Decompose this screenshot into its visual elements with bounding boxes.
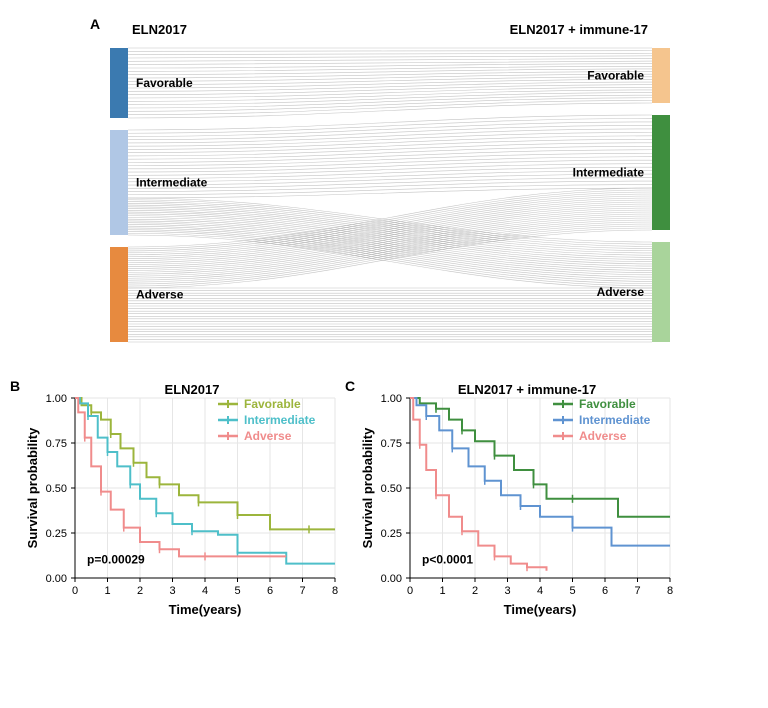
svg-text:1.00: 1.00 [381,393,402,405]
svg-text:0.50: 0.50 [46,483,67,495]
svg-text:0.25: 0.25 [381,528,402,540]
svg-text:0: 0 [72,585,78,597]
bottom-row: B 0123456780.000.250.500.751.00Time(year… [20,378,748,638]
svg-text:0: 0 [407,585,413,597]
km-plot-b: 0 1 2 3 4 5 6 7 8 0.00 0.25 0.50 0.75 1.00 Time(years)… [20,378,345,633]
km-plot-c: 0 1 2 3 4 5 6 7 8 0.00 0.25 0.50 0.75 1.00 Time(years)… [355,378,680,633]
svg-text:p=0.00029: p=0.00029 [87,553,145,567]
svg-text:8: 8 [332,585,338,597]
svg-text:Time(years): Time(years) [504,602,577,617]
svg-text:3: 3 [169,585,175,597]
svg-text:6: 6 [267,585,273,597]
svg-text:Survival probability: Survival probability [25,427,40,548]
svg-text:Time(years): Time(years) [169,602,242,617]
svg-text:Intermediate: Intermediate [573,166,645,180]
svg-text:Adverse: Adverse [136,288,184,302]
panel-a-label: A [90,16,100,32]
svg-text:ELN2017 + immune-17: ELN2017 + immune-17 [510,22,648,37]
svg-text:6: 6 [602,585,608,597]
svg-text:Adverse: Adverse [579,429,627,443]
svg-text:1: 1 [439,585,445,597]
svg-text:Intermediate: Intermediate [244,413,316,427]
svg-text:0.75: 0.75 [46,438,67,450]
panel-c-label: C [345,378,355,394]
svg-text:Survival probability: Survival probability [360,427,375,548]
svg-text:ELN2017: ELN2017 [165,382,220,397]
svg-text:0.00: 0.00 [46,573,67,585]
svg-text:1: 1 [104,585,110,597]
panel-b-label: B [10,378,20,394]
svg-text:2: 2 [137,585,143,597]
svg-text:7: 7 [299,585,305,597]
svg-text:0.00: 0.00 [381,573,402,585]
svg-text:Adverse: Adverse [597,285,645,299]
svg-text:8: 8 [667,585,673,597]
svg-text:p<0.0001: p<0.0001 [422,553,473,567]
svg-text:Intermediate: Intermediate [136,176,208,190]
svg-text:7: 7 [634,585,640,597]
svg-text:5: 5 [569,585,575,597]
svg-text:1.00: 1.00 [46,393,67,405]
svg-text:ELN2017 + immune-17: ELN2017 + immune-17 [458,382,596,397]
svg-text:Favorable: Favorable [244,397,301,411]
svg-text:Favorable: Favorable [579,397,636,411]
svg-text:2: 2 [472,585,478,597]
svg-text:5: 5 [234,585,240,597]
panel-b: B 0123456780.000.250.500.751.00Time(year… [20,378,345,638]
svg-text:0.50: 0.50 [381,483,402,495]
svg-text:4: 4 [202,585,208,597]
svg-text:Adverse: Adverse [244,429,292,443]
svg-text:Intermediate: Intermediate [579,413,651,427]
svg-text:0.75: 0.75 [381,438,402,450]
panel-a: A ELN2017ELN2017 + immune-17FavorableInt… [20,20,748,348]
svg-text:4: 4 [537,585,543,597]
svg-text:Favorable: Favorable [136,76,193,90]
svg-text:3: 3 [504,585,510,597]
svg-text:0.25: 0.25 [46,528,67,540]
sankey-diagram: ELN2017 ELN2017 + immune-17 Favorable Inter… [110,20,670,348]
svg-text:Favorable: Favorable [587,69,644,83]
panel-c: C 0123456780.000.250.500.751.00Time(year… [355,378,680,638]
svg-text:ELN2017: ELN2017 [132,22,187,37]
